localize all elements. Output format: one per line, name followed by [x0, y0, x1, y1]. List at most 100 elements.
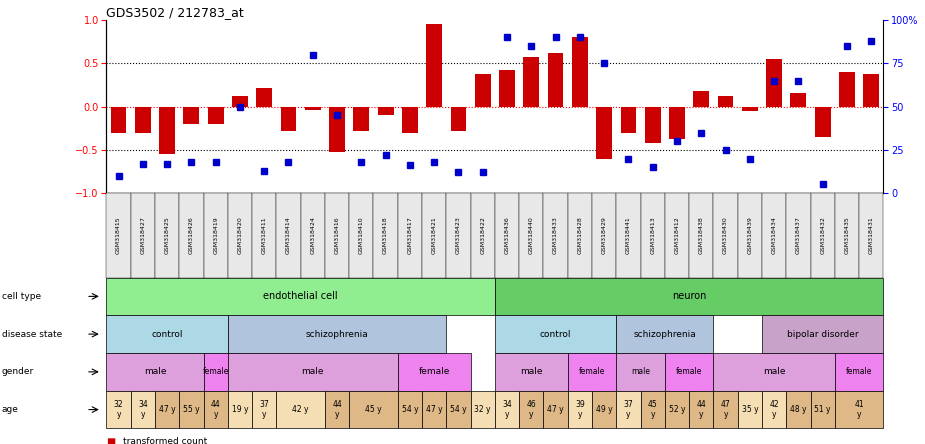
- Bar: [450, 107, 466, 131]
- Text: 48 y: 48 y: [790, 405, 807, 414]
- Bar: [280, 107, 296, 131]
- Bar: [548, 53, 563, 107]
- Bar: [742, 107, 758, 111]
- Text: control: control: [540, 329, 572, 339]
- Bar: [256, 87, 272, 107]
- Text: GSM318429: GSM318429: [601, 216, 607, 254]
- Text: male: male: [143, 367, 166, 377]
- Text: 44
y: 44 y: [697, 400, 706, 419]
- Text: GSM318410: GSM318410: [359, 217, 364, 254]
- Text: 47 y: 47 y: [426, 405, 442, 414]
- Text: GSM318428: GSM318428: [577, 216, 583, 254]
- Text: 54 y: 54 y: [450, 405, 467, 414]
- Text: GSM318424: GSM318424: [310, 216, 315, 254]
- Text: GSM318415: GSM318415: [116, 217, 121, 254]
- Bar: [791, 93, 807, 107]
- Text: 35 y: 35 y: [742, 405, 758, 414]
- Text: GSM318441: GSM318441: [626, 216, 631, 254]
- Bar: [669, 107, 684, 139]
- Text: 34
y: 34 y: [138, 400, 148, 419]
- Text: 45
y: 45 y: [648, 400, 658, 419]
- Text: schizophrenia: schizophrenia: [305, 329, 368, 339]
- Text: GSM318411: GSM318411: [262, 217, 266, 254]
- Text: disease state: disease state: [2, 329, 62, 339]
- Text: GSM318435: GSM318435: [845, 216, 849, 254]
- Bar: [621, 107, 636, 133]
- Text: GSM318436: GSM318436: [504, 216, 510, 254]
- Text: GSM318419: GSM318419: [213, 216, 218, 254]
- Bar: [475, 74, 490, 107]
- Text: 39
y: 39 y: [575, 400, 585, 419]
- Text: bipolar disorder: bipolar disorder: [787, 329, 858, 339]
- Text: male: male: [302, 367, 324, 377]
- Text: GSM318427: GSM318427: [141, 216, 145, 254]
- Text: GSM318437: GSM318437: [796, 216, 801, 254]
- Bar: [402, 107, 418, 133]
- Text: 44
y: 44 y: [211, 400, 220, 419]
- Text: GSM318412: GSM318412: [674, 216, 680, 254]
- Text: GSM318432: GSM318432: [820, 216, 825, 254]
- Text: GSM318414: GSM318414: [286, 216, 291, 254]
- Text: 34
y: 34 y: [502, 400, 512, 419]
- Bar: [183, 107, 199, 124]
- Text: transformed count: transformed count: [123, 437, 207, 444]
- Bar: [232, 96, 248, 107]
- Text: GSM318433: GSM318433: [553, 216, 558, 254]
- Text: GSM318425: GSM318425: [165, 216, 169, 254]
- Bar: [135, 107, 151, 133]
- Text: GSM318423: GSM318423: [456, 216, 461, 254]
- Text: female: female: [845, 367, 872, 377]
- Text: 32 y: 32 y: [475, 405, 491, 414]
- Text: endothelial cell: endothelial cell: [264, 291, 338, 301]
- Text: female: female: [203, 367, 228, 377]
- Bar: [159, 107, 175, 154]
- Bar: [766, 59, 782, 107]
- Bar: [863, 74, 879, 107]
- Text: ■: ■: [106, 437, 116, 444]
- Text: 55 y: 55 y: [183, 405, 200, 414]
- Bar: [572, 37, 587, 107]
- Bar: [839, 72, 855, 107]
- Text: 37
y: 37 y: [623, 400, 634, 419]
- Text: 19 y: 19 y: [231, 405, 248, 414]
- Text: GSM318418: GSM318418: [383, 217, 388, 254]
- Bar: [524, 57, 539, 107]
- Text: male: male: [763, 367, 785, 377]
- Text: male: male: [520, 367, 543, 377]
- Text: 44
y: 44 y: [332, 400, 342, 419]
- Text: 45 y: 45 y: [365, 405, 382, 414]
- Text: GSM318416: GSM318416: [335, 217, 339, 254]
- Text: GSM318426: GSM318426: [189, 216, 194, 254]
- Text: GSM318438: GSM318438: [698, 216, 704, 254]
- Text: GSM318434: GSM318434: [771, 216, 777, 254]
- Text: 37
y: 37 y: [259, 400, 269, 419]
- Bar: [305, 107, 321, 110]
- Text: 32
y: 32 y: [114, 400, 123, 419]
- Text: 52 y: 52 y: [669, 405, 685, 414]
- Text: 42 y: 42 y: [292, 405, 309, 414]
- Text: control: control: [152, 329, 183, 339]
- Bar: [718, 96, 734, 107]
- Text: schizophrenia: schizophrenia: [634, 329, 697, 339]
- Text: female: female: [579, 367, 605, 377]
- Text: GSM318417: GSM318417: [407, 216, 413, 254]
- Text: GDS3502 / 212783_at: GDS3502 / 212783_at: [106, 6, 244, 19]
- Text: GSM318440: GSM318440: [529, 216, 534, 254]
- Text: GSM318439: GSM318439: [747, 216, 752, 254]
- Bar: [111, 107, 127, 133]
- Text: 49 y: 49 y: [596, 405, 612, 414]
- Bar: [377, 107, 393, 115]
- Text: 41
y: 41 y: [855, 400, 864, 419]
- Bar: [208, 107, 224, 124]
- Text: neuron: neuron: [672, 291, 707, 301]
- Text: gender: gender: [2, 367, 34, 377]
- Text: 47 y: 47 y: [159, 405, 176, 414]
- Bar: [597, 107, 612, 159]
- Bar: [645, 107, 660, 143]
- Text: 46
y: 46 y: [526, 400, 536, 419]
- Text: GSM318430: GSM318430: [723, 216, 728, 254]
- Text: GSM318413: GSM318413: [650, 216, 655, 254]
- Text: 47 y: 47 y: [548, 405, 564, 414]
- Bar: [426, 24, 442, 107]
- Text: female: female: [676, 367, 702, 377]
